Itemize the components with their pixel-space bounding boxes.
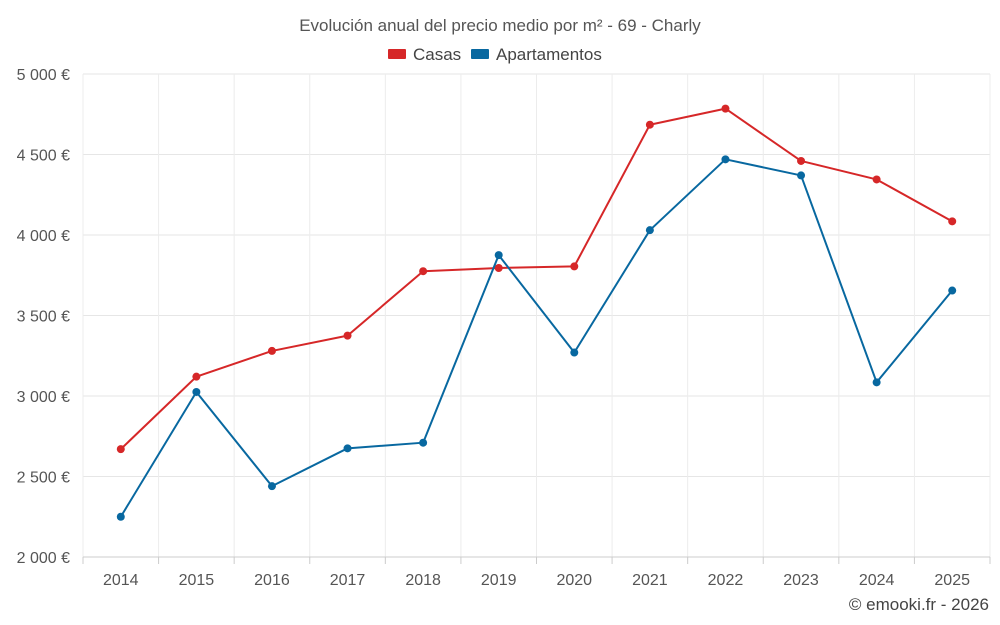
data-point-apartamentos[interactable] — [343, 444, 352, 453]
y-tick-label: 5 000 € — [17, 67, 70, 84]
x-tick-label: 2024 — [859, 572, 895, 589]
data-point-casas[interactable] — [645, 120, 654, 129]
y-tick-label: 3 500 € — [17, 309, 70, 326]
credit-text: © emooki.fr - 2026 — [849, 595, 989, 614]
y-tick-label: 2 500 € — [17, 470, 70, 487]
data-point-casas[interactable] — [797, 156, 806, 165]
x-tick-label: 2016 — [254, 572, 290, 589]
y-tick-label: 4 000 € — [17, 228, 70, 245]
legend-swatch — [388, 49, 406, 59]
data-point-apartamentos[interactable] — [494, 251, 503, 260]
data-point-casas[interactable] — [721, 104, 730, 113]
data-point-casas[interactable] — [494, 264, 503, 273]
x-tick-label: 2021 — [632, 572, 668, 589]
data-point-apartamentos[interactable] — [192, 387, 201, 396]
data-point-casas[interactable] — [343, 331, 352, 340]
data-point-apartamentos[interactable] — [721, 155, 730, 164]
legend-item-apartamentos[interactable]: Apartamentos — [471, 45, 602, 64]
x-tick-label: 2022 — [708, 572, 744, 589]
data-point-casas[interactable] — [419, 267, 428, 276]
series-line-casas — [120, 107, 953, 450]
y-tick-label: 4 500 € — [17, 148, 70, 165]
data-point-apartamentos[interactable] — [267, 482, 276, 491]
legend: Casas Apartamentos — [388, 45, 602, 64]
data-point-casas[interactable] — [192, 372, 201, 381]
legend-label: Casas — [413, 45, 461, 64]
legend-swatch — [471, 49, 489, 59]
data-point-apartamentos[interactable] — [948, 286, 957, 295]
data-point-casas[interactable] — [948, 217, 957, 226]
x-tick-label: 2018 — [405, 572, 441, 589]
y-tick-label: 3 000 € — [17, 389, 70, 406]
data-point-apartamentos[interactable] — [570, 348, 579, 357]
series-casas — [116, 104, 957, 454]
y-tick-label: 2 000 € — [17, 550, 70, 567]
data-point-apartamentos[interactable] — [116, 512, 125, 521]
x-tick-label: 2014 — [103, 572, 139, 589]
data-point-casas[interactable] — [116, 445, 125, 454]
data-point-apartamentos[interactable] — [872, 378, 881, 387]
data-point-casas[interactable] — [570, 262, 579, 271]
x-tick-label: 2019 — [481, 572, 517, 589]
x-tick-label: 2020 — [556, 572, 592, 589]
grid — [82, 73, 991, 557]
x-tick-label: 2017 — [330, 572, 366, 589]
legend-item-casas[interactable]: Casas — [388, 45, 461, 64]
legend-label: Apartamentos — [496, 45, 602, 64]
axes: 2 000 € 2 500 € 3 000 € 3 500 € 4 000 € 4 500… — [17, 67, 991, 589]
data-point-apartamentos[interactable] — [797, 171, 806, 180]
data-point-apartamentos[interactable] — [419, 438, 428, 447]
data-point-apartamentos[interactable] — [645, 226, 654, 235]
data-point-casas[interactable] — [267, 346, 276, 355]
series-line-apartamentos — [119, 158, 953, 518]
series — [116, 104, 957, 521]
data-point-casas[interactable] — [872, 175, 881, 184]
x-tick-label: 2023 — [783, 572, 819, 589]
series-apartamentos — [116, 155, 957, 521]
chart-title: Evolución anual del precio medio por m² … — [299, 16, 701, 35]
x-tick-label: 2025 — [934, 572, 970, 589]
x-tick-label: 2015 — [179, 572, 215, 589]
